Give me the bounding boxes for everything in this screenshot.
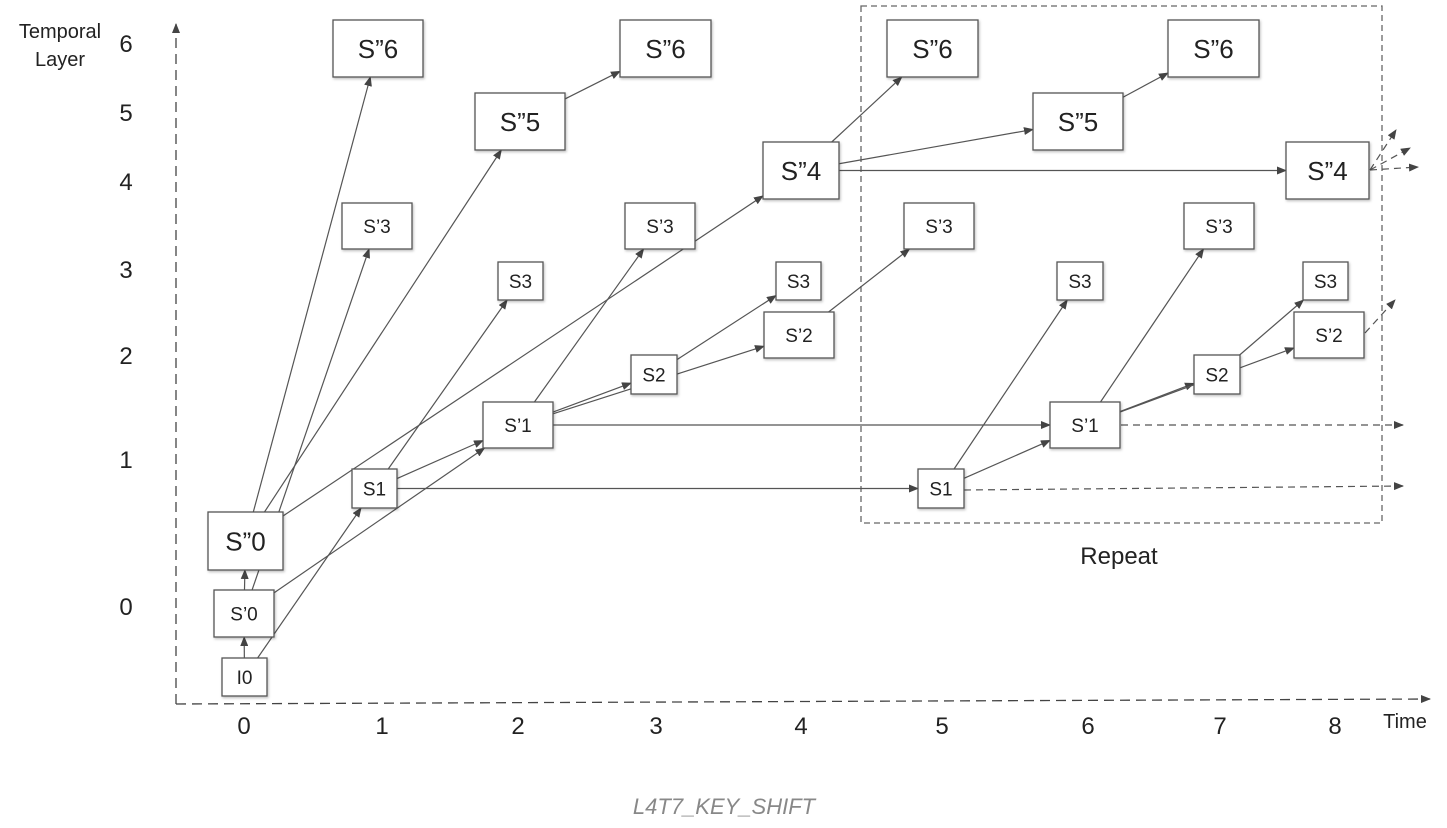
- frame-label: S”6: [1193, 34, 1233, 64]
- frame-label: S”6: [358, 34, 398, 64]
- edge-Sp2a-to-Sp3c: [829, 249, 910, 312]
- x-tick-6: 6: [1081, 713, 1094, 740]
- y-axis-title-line1: Temporal: [19, 21, 101, 43]
- frame-label: S3: [509, 272, 532, 293]
- continue-arrow-spp4-up: [1370, 130, 1396, 170]
- x-tick-3: 3: [649, 713, 662, 740]
- frame-label: S”0: [225, 526, 265, 556]
- x-tick-0: 0: [237, 713, 250, 740]
- y-tick-2: 2: [119, 343, 132, 370]
- y-tick-1: 1: [119, 447, 132, 474]
- frame-node-S2b: S2: [1194, 355, 1240, 394]
- x-tick-5: 5: [935, 713, 948, 740]
- repeat-label: Repeat: [1080, 543, 1158, 570]
- figure-caption: L4T7_KEY_SHIFT: [633, 794, 817, 819]
- continue-arrow-spp4-mid: [1370, 148, 1410, 170]
- x-tick-2: 2: [511, 713, 524, 740]
- x-tick-8: 8: [1328, 713, 1341, 740]
- frame-label: S”4: [781, 156, 821, 186]
- frame-node-S3c: S3: [1057, 262, 1103, 300]
- frame-label: S”5: [1058, 107, 1098, 137]
- x-tick-7: 7: [1213, 713, 1226, 740]
- frame-label: S2: [1205, 365, 1228, 386]
- frame-node-S3d: S3: [1303, 262, 1348, 300]
- frame-node-Sp1a: S’1: [483, 402, 553, 448]
- y-axis-title-line2: Layer: [35, 49, 85, 71]
- frame-node-Sp1b: S’1: [1050, 402, 1120, 448]
- frame-label: S’1: [1071, 416, 1098, 437]
- frame-node-Spp5b: S”5: [1033, 93, 1123, 150]
- edge-Spp4a-to-Spp5b: [839, 129, 1033, 163]
- frame-node-S3a: S3: [498, 262, 543, 300]
- frame-node-Spp0: S”0: [208, 512, 283, 570]
- frame-node-Sp0: S’0: [214, 590, 274, 637]
- frame-node-I0: I0: [222, 658, 267, 696]
- edge-Spp0-to-Spp6a: [253, 77, 370, 512]
- y-tick-4: 4: [119, 169, 132, 196]
- frame-label: S3: [787, 272, 810, 293]
- frame-node-S3b: S3: [776, 262, 821, 300]
- y-tick-0: 0: [119, 594, 132, 621]
- frame-label: S’2: [785, 326, 812, 347]
- x-axis-line: [176, 699, 1430, 704]
- edge-Sp1a-to-Sp3b: [534, 249, 643, 402]
- frame-node-S1a: S1: [352, 469, 397, 508]
- continue-arrow-sp2: [1365, 300, 1395, 333]
- frame-node-Spp6b: S”6: [620, 20, 711, 77]
- frame-label: S’3: [646, 217, 673, 238]
- edge-Spp5b-to-Spp6d: [1123, 73, 1168, 97]
- frame-label: S3: [1068, 272, 1091, 293]
- frame-label: S”5: [500, 107, 540, 137]
- y-tick-6: 6: [119, 31, 132, 58]
- edge-S2a-to-S3b: [677, 296, 776, 360]
- frame-label: S1: [929, 479, 952, 500]
- y-tick-3: 3: [119, 257, 132, 284]
- frame-node-S1b: S1: [918, 469, 964, 508]
- edge-Spp5a-to-Spp6b: [565, 71, 620, 99]
- frame-label: S1: [363, 479, 386, 500]
- frame-label: S’3: [925, 217, 952, 238]
- x-axis-title: Time: [1383, 711, 1427, 733]
- continue-arrow-spp4-right: [1370, 167, 1418, 170]
- x-tick-4: 4: [794, 713, 807, 740]
- frame-label: S’3: [1205, 217, 1232, 238]
- frame-node-Spp6c: S”6: [887, 20, 978, 77]
- frame-node-Spp6d: S”6: [1168, 20, 1259, 77]
- nodes-layer: I0 S’0 S”0 S1 S’3 S”6 S3 S’1 S”5 S2 S’3 S”6 S3 S’2 S”4…: [208, 20, 1369, 696]
- y-tick-5: 5: [119, 100, 132, 127]
- frame-label: S3: [1314, 272, 1337, 293]
- frame-node-Spp6a: S”6: [333, 20, 423, 77]
- frame-label: S’2: [1315, 326, 1342, 347]
- frame-node-Sp3a: S’3: [342, 203, 412, 249]
- frame-label: S2: [642, 365, 665, 386]
- continue-arrow-s1: [964, 486, 1403, 490]
- edge-Spp4a-to-Spp6c: [832, 77, 902, 142]
- x-tick-labels: 0 1 2 3 4 5 6 7 8: [237, 713, 1341, 740]
- frame-label: S’0: [230, 604, 257, 625]
- edge-S1a-to-Sp1a: [397, 440, 483, 478]
- edge-Sp1a-to-S2a: [553, 383, 631, 412]
- frame-label: S’1: [504, 416, 531, 437]
- frame-label: S”4: [1307, 156, 1347, 186]
- frame-label: S’3: [363, 217, 390, 238]
- frame-node-S2a: S2: [631, 355, 677, 394]
- frame-label: S”6: [645, 34, 685, 64]
- y-tick-labels: 6 5 4 3 2 1 0: [119, 31, 132, 621]
- frame-node-Sp2b: S’2: [1294, 312, 1364, 358]
- frame-node-Sp2a: S’2: [764, 312, 834, 358]
- frame-label: S”6: [912, 34, 952, 64]
- frame-node-Sp3c: S’3: [904, 203, 974, 249]
- frame-node-Sp3d: S’3: [1184, 203, 1254, 249]
- edge-Sp1b-to-Sp3d: [1100, 249, 1203, 402]
- x-tick-1: 1: [375, 713, 388, 740]
- frame-node-Spp4a: S”4: [763, 142, 839, 199]
- frame-node-Sp3b: S’3: [625, 203, 695, 249]
- frame-label: I0: [237, 668, 253, 689]
- frame-node-Spp4b: S”4: [1286, 142, 1369, 199]
- frame-node-Spp5a: S”5: [475, 93, 565, 150]
- edge-S1b-to-Sp1b: [964, 440, 1050, 478]
